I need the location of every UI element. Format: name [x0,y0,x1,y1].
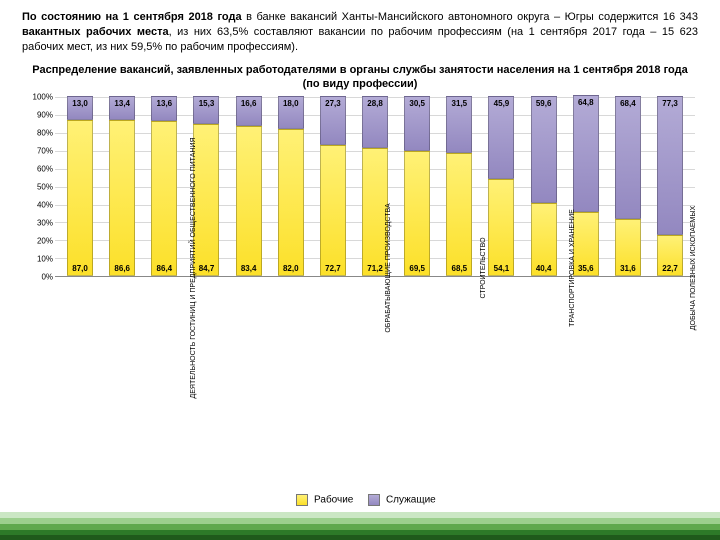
bar-top-value: 68,4 [620,99,636,108]
stacked-bar: 18,0 82,0 [278,96,304,276]
bar-column: 27,3 72,7 [312,97,354,276]
bar-top-value: 27,3 [325,99,341,108]
stacked-bar: 31,5 68,5 [446,96,472,276]
legend-label-workers: Рабочие [314,495,353,506]
bar-top-value: 16,6 [241,99,257,108]
stacked-bar: 16,6 83,4 [236,96,262,276]
stacked-bar: 13,0 87,0 [67,96,93,276]
bar-top-value: 13,4 [114,99,130,108]
category-labels-row: ДЕЯТЕЛЬНОСТЬ ГОСТИНИЦ И ПРЕДПРИЯТИЙ ОБЩЕ… [55,260,695,278]
y-tick: 100% [23,93,53,102]
bar-top-segment: 27,3 [320,96,346,145]
bar-top-segment: 16,6 [236,96,262,126]
bar-top-value: 13,6 [157,99,173,108]
bar-column: 13,6 86,4 [143,97,185,276]
y-tick: 0% [23,273,53,282]
footer-band [0,535,720,540]
bar-column: 13,0 87,0 [59,97,101,276]
category-label: СТРОИТЕЛЬСТВО [449,260,510,278]
bar-top-segment: 13,4 [109,96,135,120]
bar-top-segment: 64,8 [573,95,599,212]
y-tick: 20% [23,237,53,246]
y-tick: 70% [23,147,53,156]
intro-paragraph: По состоянию на 1 сентября 2018 года в б… [0,0,720,59]
chart-plot: 13,0 87,0 13,4 86,6 13,6 86,4 15,3 84,7 16,6 83,4… [55,97,695,277]
legend-label-employees: Служащие [386,495,436,506]
stacked-bar: 15,3 84,7 [193,96,219,276]
bar-top-value: 28,8 [367,99,383,108]
y-tick: 90% [23,111,53,120]
y-tick: 60% [23,165,53,174]
stacked-bar: 13,6 86,4 [151,96,177,276]
bar-top-segment: 77,3 [657,96,683,235]
intro-lead: По состоянию на 1 сентября 2018 года [22,11,242,23]
bar-top-segment: 59,6 [531,96,557,203]
y-tick: 30% [23,219,53,228]
y-tick: 40% [23,201,53,210]
bar-column: 68,431,6 [607,97,649,276]
legend-swatch-workers [296,494,308,506]
bar-column: 59,640,4 [523,97,565,276]
stacked-bar: 64,835,6 [573,95,599,276]
bar-top-value: 59,6 [536,99,552,108]
bar-top-segment: 30,5 [404,96,430,151]
intro-bold2: вакантных рабочих места [22,26,169,38]
bar-top-value: 77,3 [662,99,678,108]
bar-bottom-segment: 87,0 [67,120,93,277]
category-label: ДЕЯТЕЛЬНОСТЬ ГОСТИНИЦ И ПРЕДПРИЯТИЙ ОБЩЕ… [59,260,320,278]
bar-column: 13,4 86,6 [101,97,143,276]
bar-top-value: 45,9 [494,99,510,108]
y-tick: 10% [23,255,53,264]
bar-top-segment: 18,0 [278,96,304,128]
stacked-bar: 68,431,6 [615,96,641,276]
y-tick: 50% [23,183,53,192]
intro-mid1: в банке вакансий Ханты-Мансийского автон… [242,11,698,23]
category-label: ДОБЫЧА ПОЛЕЗНЫХ ИСКОПАЕМЫХ [628,260,720,278]
bar-top-segment: 13,0 [67,96,93,119]
y-tick: 80% [23,129,53,138]
bar-column: 31,5 68,5 [438,97,480,276]
bar-top-value: 15,3 [199,99,215,108]
bar-bottom-segment: 69,5 [404,151,430,276]
bar-top-segment: 28,8 [362,96,388,148]
bar-bottom-segment: 83,4 [236,126,262,276]
chart-title: Распределение вакансий, заявленных работ… [0,59,720,98]
legend-swatch-employees [368,494,380,506]
page-root: По состоянию на 1 сентября 2018 года в б… [0,0,720,540]
category-label: ТРАНСПОРТИРОВКА И ХРАНЕНИЕ [510,260,628,278]
y-axis: 0%10%20%30%40%50%60%70%80%90%100% [23,97,53,277]
stacked-bar: 13,4 86,6 [109,96,135,276]
bar-bottom-segment: 72,7 [320,145,346,276]
bar-bottom-segment: 68,5 [446,153,472,276]
bar-top-value: 64,8 [578,98,594,107]
bar-top-segment: 45,9 [488,96,514,179]
bar-column: 77,322,7 [649,97,691,276]
bar-bottom-segment: 86,6 [109,120,135,276]
chart-legend: Рабочие Служащие [0,494,720,506]
bar-top-segment: 31,5 [446,96,472,153]
bar-top-value: 18,0 [283,99,299,108]
bar-top-segment: 68,4 [615,96,641,219]
bar-top-segment: 15,3 [193,96,219,124]
bar-column: 18,0 82,0 [270,97,312,276]
bar-bottom-segment: 86,4 [151,121,177,277]
category-label: ОБРАБАТЫВАЮЩИЕ ПРОИЗВОДСТВА [320,260,449,278]
bar-bottom-segment: 84,7 [193,124,219,276]
bars-container: 13,0 87,0 13,4 86,6 13,6 86,4 15,3 84,7 16,6 83,4… [55,97,695,276]
bar-top-value: 13,0 [72,99,88,108]
chart-area: 0%10%20%30%40%50%60%70%80%90%100% 13,087… [55,97,695,277]
footer-stripe [0,512,720,540]
bar-bottom-segment: 82,0 [278,129,304,277]
stacked-bar: 30,5 69,5 [404,96,430,276]
bar-top-value: 31,5 [452,99,468,108]
stacked-bar: 27,3 72,7 [320,96,346,276]
stacked-bar: 59,640,4 [531,96,557,276]
stacked-bar: 77,322,7 [657,96,683,276]
bar-column: 16,6 83,4 [228,97,270,276]
bar-top-segment: 13,6 [151,96,177,120]
bar-column: 30,5 69,5 [396,97,438,276]
stacked-bar: 45,954,1 [488,96,514,276]
bar-top-value: 30,5 [409,99,425,108]
